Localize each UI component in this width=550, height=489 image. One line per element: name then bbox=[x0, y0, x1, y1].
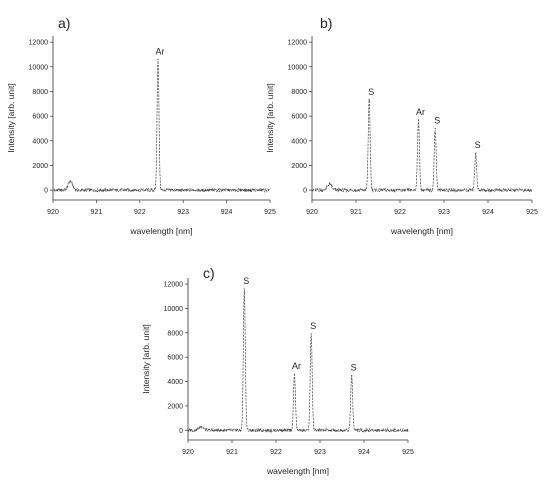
x-tick-label: 920 bbox=[47, 209, 59, 216]
peak-label: S bbox=[351, 362, 357, 372]
y-tick-label: 12000 bbox=[164, 282, 184, 289]
peak-point bbox=[329, 183, 331, 185]
y-tick-label: 6000 bbox=[167, 355, 183, 362]
peak-point bbox=[310, 333, 312, 335]
spectrum-series bbox=[187, 289, 409, 434]
x-tick-label: 920 bbox=[306, 209, 318, 216]
y-tick-label: 4000 bbox=[32, 138, 48, 145]
y-tick-label: 10000 bbox=[164, 306, 184, 313]
peak-point bbox=[243, 288, 245, 290]
x-tick-label: 922 bbox=[270, 449, 282, 456]
panel-b: b) 0 2000 4000 6000 8000 10000 12000 920 921 922 92… bbox=[265, 15, 538, 236]
x-axis-title: wavelength [nm] bbox=[266, 466, 329, 476]
y-axis-title: Intensity [arb. unit] bbox=[6, 83, 16, 152]
peak-point bbox=[368, 99, 370, 101]
peak-point bbox=[475, 152, 477, 154]
y-tick-label: 12000 bbox=[288, 40, 308, 47]
panel-c: c) 0 2000 4000 6000 8000 10000 12000 920 921 922 92… bbox=[141, 265, 414, 476]
y-tick-label: 6000 bbox=[291, 114, 307, 121]
axis-lines bbox=[52, 36, 270, 201]
y-tick-label: 2000 bbox=[167, 403, 183, 410]
y-axis-title: Intensity [arb. unit] bbox=[265, 83, 275, 152]
peak-label: S bbox=[475, 140, 481, 150]
y-tick-label: 12000 bbox=[29, 40, 49, 47]
y-tick-label: 2000 bbox=[291, 163, 307, 170]
x-axis-title: wavelength [nm] bbox=[130, 226, 193, 236]
y-tick-label: 4000 bbox=[167, 379, 183, 386]
y-tick-label: 8000 bbox=[167, 330, 183, 337]
y-tick-label: 0 bbox=[303, 188, 307, 195]
peak-point bbox=[434, 127, 436, 130]
panel-a: a) 0 2000 4000 6000 8000 10000 12000 920 921 922 92… bbox=[6, 15, 276, 236]
spectrum-series bbox=[311, 98, 533, 193]
peak-label: S bbox=[310, 321, 316, 331]
y-tick-label: 8000 bbox=[32, 89, 48, 96]
peak-point bbox=[293, 373, 296, 375]
x-tick-label: 923 bbox=[177, 209, 189, 216]
peak-point bbox=[417, 119, 420, 121]
y-tick-label: 4000 bbox=[291, 138, 307, 145]
panel-label: a) bbox=[58, 15, 70, 31]
y-axis-title: Intensity [arb. unit] bbox=[141, 324, 151, 393]
y-tick-label: 0 bbox=[44, 188, 48, 195]
peak-point bbox=[157, 58, 159, 61]
x-tick-label: 925 bbox=[526, 209, 538, 216]
y-tick-label: 2000 bbox=[32, 163, 48, 170]
peak-label: Ar bbox=[416, 107, 425, 117]
y-tick-label: 10000 bbox=[29, 64, 49, 71]
x-tick-label: 923 bbox=[438, 209, 450, 216]
axis-lines bbox=[311, 36, 532, 201]
y-tick-label: 0 bbox=[179, 428, 183, 435]
y-tick-label: 6000 bbox=[32, 114, 48, 121]
x-tick-label: 925 bbox=[402, 449, 414, 456]
spectrum-series bbox=[52, 60, 271, 193]
peak-label: Ar bbox=[156, 46, 165, 56]
x-tick-label: 922 bbox=[394, 209, 406, 216]
axis-lines bbox=[187, 278, 408, 441]
peak-label: S bbox=[243, 276, 249, 286]
x-tick-label: 921 bbox=[226, 449, 238, 456]
panel-label: b) bbox=[320, 15, 332, 31]
x-tick-label: 922 bbox=[134, 209, 146, 216]
x-tick-label: 924 bbox=[482, 209, 494, 216]
peak-point bbox=[351, 374, 353, 377]
x-tick-label: 921 bbox=[350, 209, 362, 216]
x-tick-label: 921 bbox=[91, 209, 103, 216]
x-tick-label: 924 bbox=[358, 449, 370, 456]
peak-label: S bbox=[368, 87, 374, 97]
peak-point bbox=[200, 426, 202, 428]
y-tick-label: 10000 bbox=[288, 64, 308, 71]
x-tick-label: 924 bbox=[221, 209, 233, 216]
peak-label: S bbox=[434, 115, 440, 125]
panel-label: c) bbox=[203, 265, 215, 281]
x-tick-label: 923 bbox=[314, 449, 326, 456]
peak-point bbox=[69, 180, 71, 183]
y-tick-label: 8000 bbox=[291, 89, 307, 96]
peak-label: Ar bbox=[292, 361, 301, 371]
x-tick-label: 920 bbox=[182, 449, 194, 456]
x-tick-label: 925 bbox=[264, 209, 276, 216]
x-axis-title: wavelength [nm] bbox=[390, 226, 453, 236]
